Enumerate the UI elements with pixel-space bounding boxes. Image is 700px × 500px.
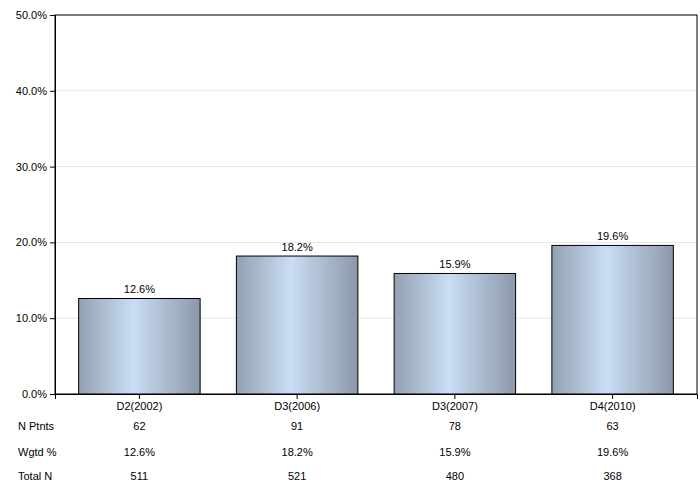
table-cell: 19.6% (597, 446, 628, 458)
y-tick-mark (50, 242, 55, 243)
y-tick-label: 10.0% (16, 312, 47, 324)
table-cell: 480 (446, 470, 464, 482)
y-tick-label: 0.0% (22, 388, 47, 400)
y-axis-line (50, 16, 56, 395)
grid (55, 15, 697, 394)
table-cell: 15.9% (439, 446, 470, 458)
bar (236, 256, 357, 394)
y-tick-label: 50.0% (16, 9, 47, 21)
bars (79, 245, 674, 394)
x-axis: D2(2002) D3(2006) D3(2007) D4(2010) (56, 394, 698, 412)
plot-frame (55, 15, 697, 394)
bar (394, 273, 515, 394)
data-label: 15.9% (439, 258, 470, 270)
data-label: 12.6% (124, 283, 155, 295)
table-cell: 511 (131, 470, 149, 482)
x-tick: D3(2007) (432, 394, 478, 412)
x-tick-mark (139, 394, 140, 399)
table-cell: 521 (288, 470, 306, 482)
y-tick-label: 20.0% (16, 236, 47, 248)
x-axis-line (56, 395, 698, 400)
y-tick-mark (50, 318, 55, 319)
table-row-label: Wgtd % (18, 446, 57, 458)
table-row-label: Total N (18, 470, 52, 482)
y-tick: 30.0% (16, 161, 55, 173)
data-labels: 12.6% 18.2% 15.9% 19.6% (124, 230, 629, 295)
table-cell: 91 (291, 420, 303, 432)
table-cell: 62 (133, 420, 145, 432)
x-tick: D3(2006) (274, 394, 320, 412)
x-tick-mark (454, 394, 455, 399)
chart: 12.6% 18.2% 15.9% 19.6% 0.0% 10.0% 20.0% 30.0% 4… (0, 0, 700, 500)
y-tick: 20.0% (16, 236, 55, 248)
y-tick-mark (50, 91, 55, 92)
x-tick-label: D3(2006) (274, 400, 320, 412)
bar (79, 298, 200, 394)
table-cell: 78 (449, 420, 461, 432)
stats-table: N Ptnts 62 91 78 63 Wgtd % 12.6% 18.2% 15.9% 19.6… (18, 420, 628, 482)
table-cell: 63 (606, 420, 618, 432)
y-tick-mark (50, 167, 55, 168)
x-tick-label: D3(2007) (432, 400, 478, 412)
bar (552, 245, 673, 394)
table-row-label: N Ptnts (18, 420, 55, 432)
data-label: 18.2% (282, 241, 313, 253)
y-tick-mark (50, 394, 55, 395)
x-tick: D2(2002) (116, 394, 162, 412)
y-axis: 0.0% 10.0% 20.0% 30.0% 40.0% 50.0% (16, 9, 56, 400)
table-cell: 368 (603, 470, 621, 482)
x-tick-label: D2(2002) (116, 400, 162, 412)
y-tick-label: 30.0% (16, 161, 47, 173)
x-tick-label: D4(2010) (590, 400, 636, 412)
y-tick: 0.0% (22, 388, 55, 400)
table-cell: 12.6% (124, 446, 155, 458)
y-tick-mark (50, 15, 55, 16)
x-tick-mark (612, 394, 613, 399)
grid-line (55, 90, 697, 91)
x-tick-mark (297, 394, 298, 399)
table-cell: 18.2% (282, 446, 313, 458)
y-tick: 10.0% (16, 312, 55, 324)
y-tick: 40.0% (16, 85, 55, 97)
grid-line (55, 166, 697, 167)
y-tick-label: 40.0% (16, 85, 47, 97)
data-label: 19.6% (597, 230, 628, 242)
y-tick: 50.0% (16, 9, 55, 21)
x-tick: D4(2010) (590, 394, 636, 412)
